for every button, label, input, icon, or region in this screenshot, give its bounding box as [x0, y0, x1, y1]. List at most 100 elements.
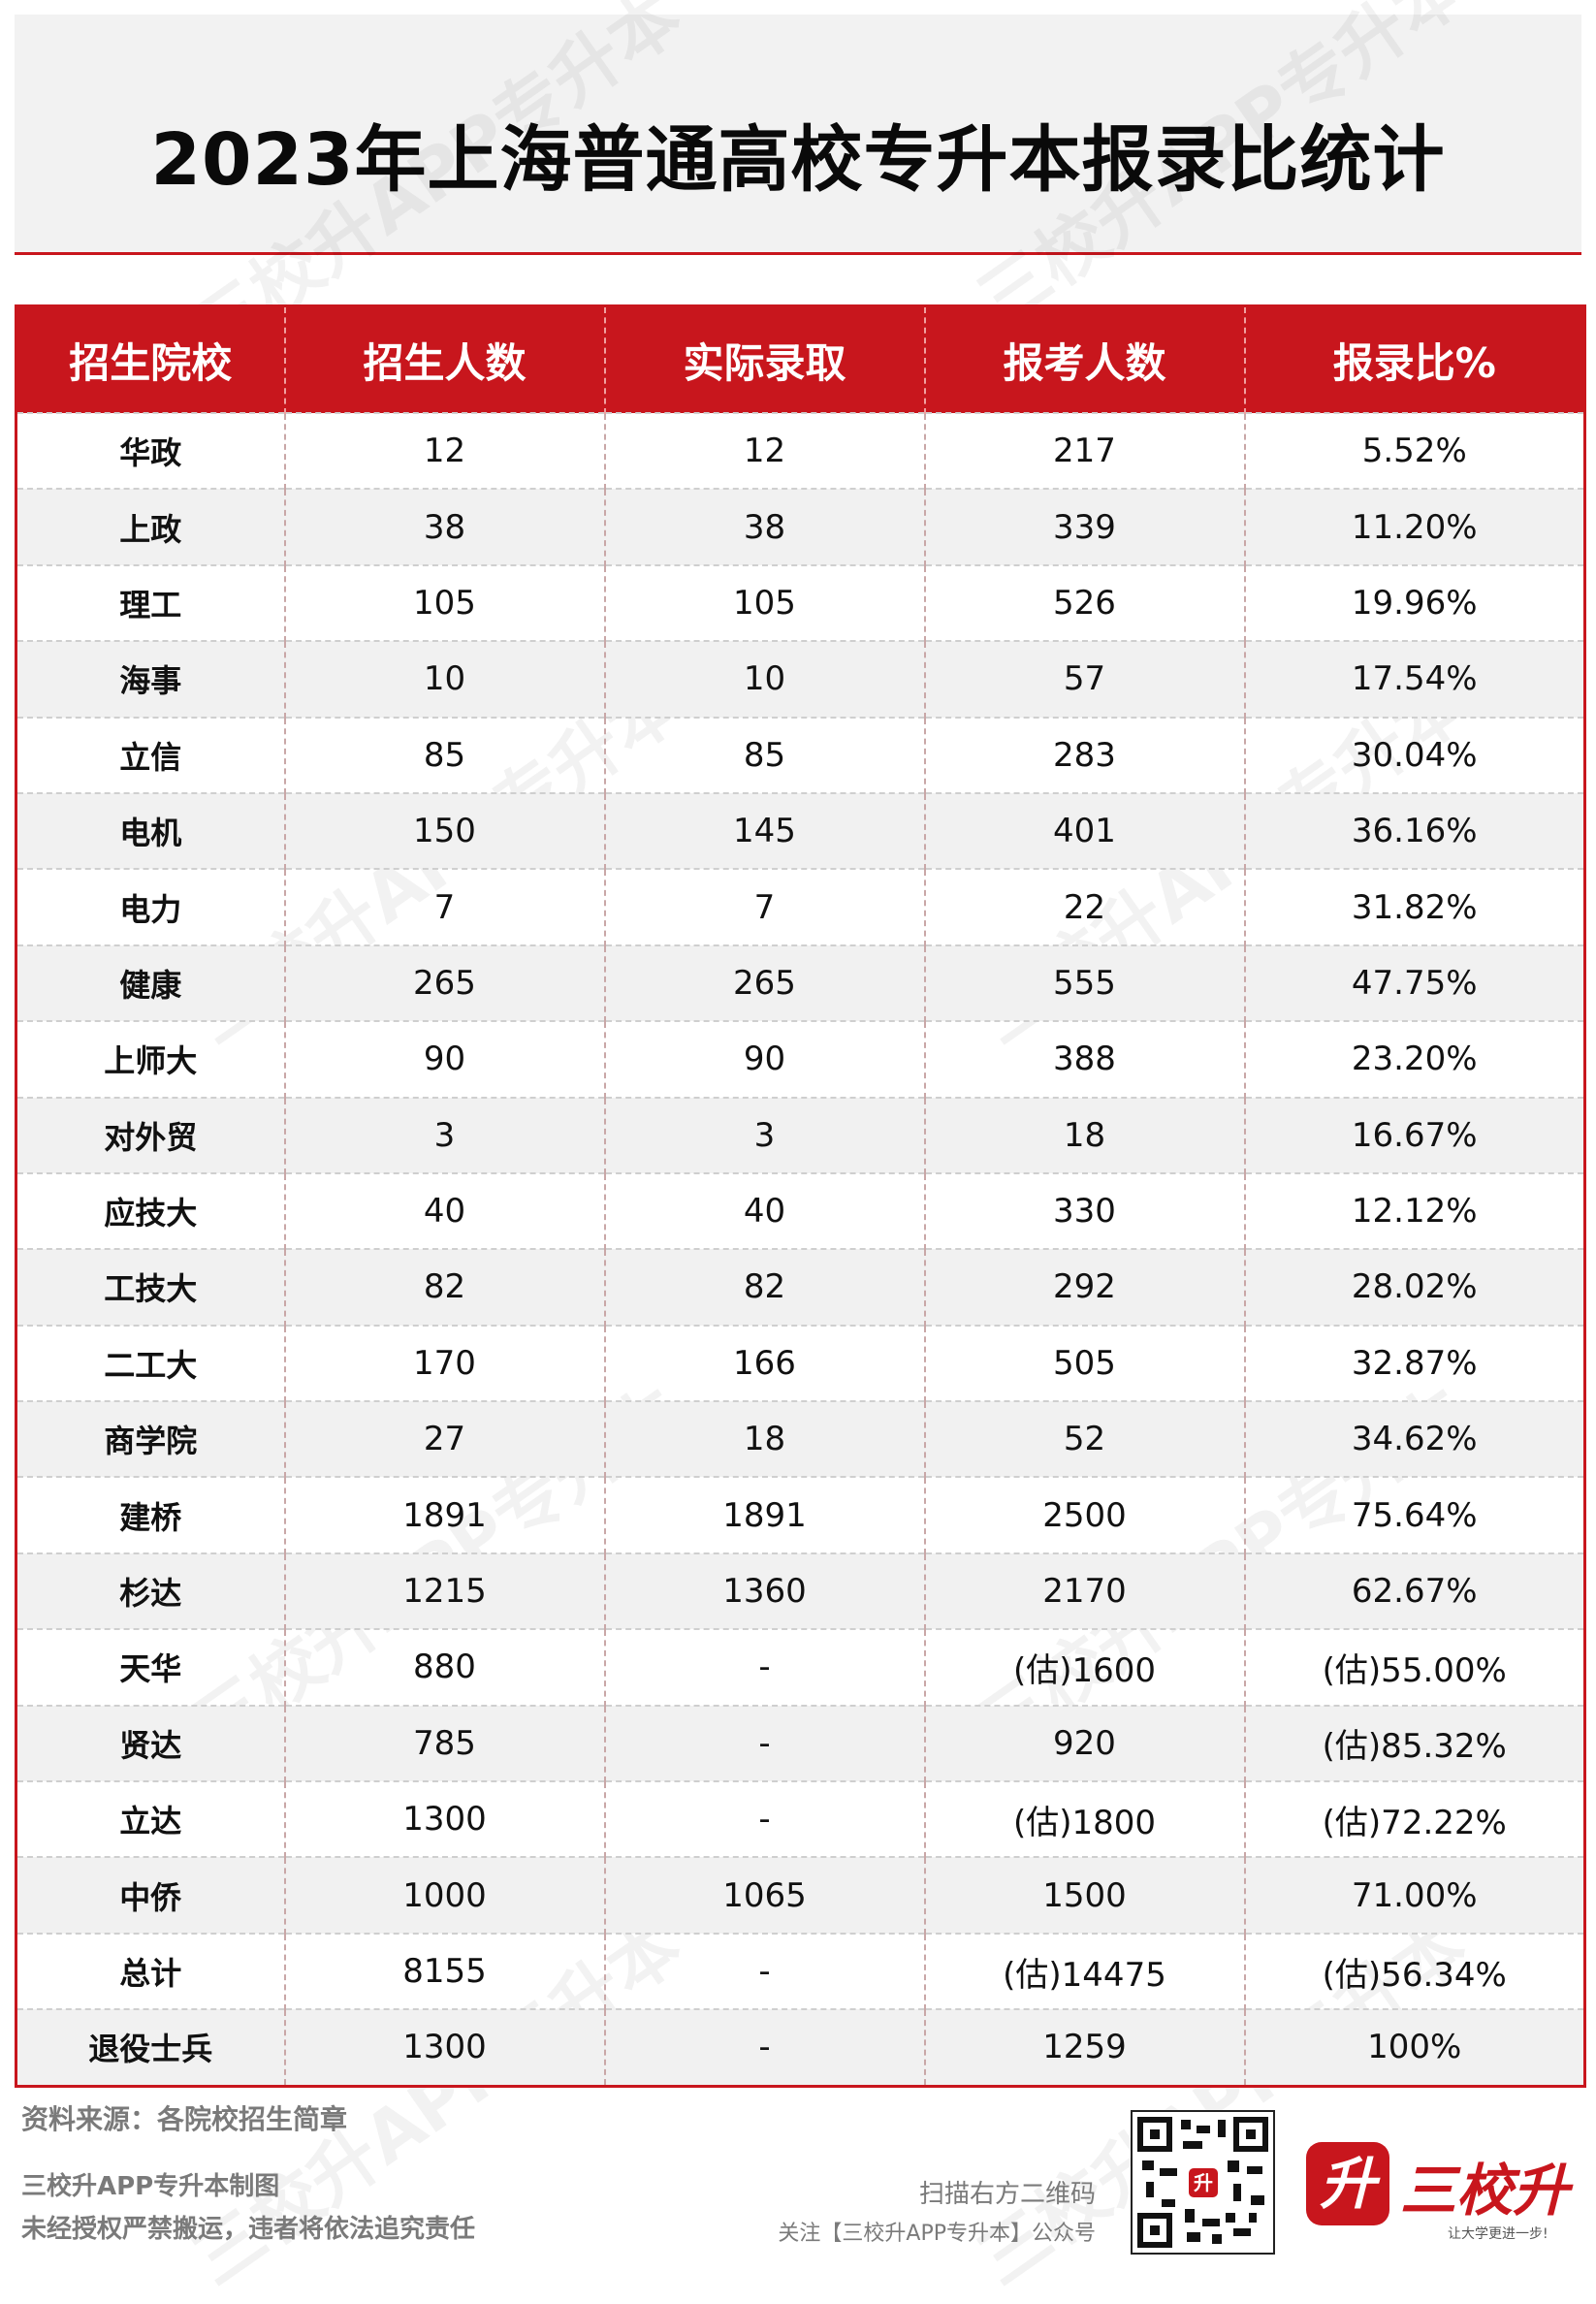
admitted-cell: 38 — [603, 488, 925, 565]
table-row: 杉达 1215 1360 2170 62.67% — [16, 1552, 1585, 1630]
admitted-cell: 90 — [603, 1020, 925, 1098]
column-header-school: 招生院校 — [16, 305, 285, 413]
ratio-cell: 36.16% — [1243, 791, 1585, 870]
table-row: 贤达 785-920 (估)85.32% — [16, 1704, 1585, 1782]
applicants-cell: 18 — [923, 1096, 1245, 1173]
school-name-cell: 工技大 — [16, 1248, 285, 1326]
table-row: 理工 105 105 526 19.96% — [16, 563, 1585, 642]
quota-cell: 10 — [283, 640, 605, 718]
table-row: 工技大 82 82 292 28.02% — [16, 1248, 1585, 1326]
ratio-cell: 16.67% — [1243, 1096, 1585, 1173]
applicants-cell: 339 — [923, 488, 1245, 565]
ratio-cell: 100% — [1243, 2008, 1585, 2087]
brand-slogan: 让大学更进一步! — [1448, 2226, 1548, 2242]
admitted-cell: 40 — [603, 1171, 925, 1250]
page-title: 2023年上海普通高校专升本报录比统计 — [150, 118, 1446, 202]
applicants-cell: 330 — [923, 1171, 1245, 1250]
applicants-cell: 2170 — [923, 1552, 1245, 1630]
follow-hint: 关注【三校升APP专升本】公众号 — [778, 2222, 1096, 2246]
table-row: 电机 150 145 401 36.16% — [16, 791, 1585, 870]
quota-cell: 265 — [283, 944, 605, 1022]
quota-cell: 3 — [283, 1096, 605, 1173]
applicants-cell: 505 — [923, 1324, 1245, 1402]
table-row: 商学院 27 18 52 34.62% — [16, 1400, 1585, 1478]
applicants-cell: 292 — [923, 1248, 1245, 1326]
admitted-cell: 145 — [603, 791, 925, 870]
copyright-note: 未经授权严禁搬运，违者将依法追究责任 — [21, 2215, 476, 2244]
table-row: 电力 7 7 22 31.82% — [16, 868, 1585, 945]
school-name-cell: 天华 — [16, 1628, 285, 1706]
school-name-cell: 应技大 — [16, 1171, 285, 1250]
school-name-cell: 贤达 — [16, 1704, 285, 1782]
applicants-cell: (估)14475 — [923, 1932, 1245, 2010]
quota-cell: 880 — [283, 1628, 605, 1706]
school-name-cell: 华政 — [16, 411, 285, 490]
ratio-cell: 28.02% — [1243, 1248, 1585, 1326]
column-header-admitted: 实际录取 — [603, 305, 925, 413]
school-name-cell: 退役士兵 — [16, 2008, 285, 2087]
table-row: 华政 12 12 217 5.52% — [16, 411, 1585, 490]
quota-cell: 38 — [283, 488, 605, 565]
school-name-cell: 电力 — [16, 868, 285, 945]
quota-cell: 82 — [283, 1248, 605, 1326]
applicants-cell: 1259 — [923, 2008, 1245, 2087]
applicants-cell: 283 — [923, 716, 1245, 793]
admitted-cell: 105 — [603, 563, 925, 642]
table-row: 上政 38 38 339 11.20% — [16, 488, 1585, 565]
applicants-cell: 401 — [923, 791, 1245, 870]
admitted-cell: 82 — [603, 1248, 925, 1326]
scan-hint: 扫描右方二维码 — [918, 2180, 1096, 2209]
admitted-cell: 265 — [603, 944, 925, 1022]
school-name-cell: 上政 — [16, 488, 285, 565]
quota-cell: 785 — [283, 1704, 605, 1782]
brand-logo-icon: 升 — [1306, 2142, 1389, 2225]
school-name-cell: 杉达 — [16, 1552, 285, 1630]
school-name-cell: 立信 — [16, 716, 285, 793]
ratio-cell: 12.12% — [1243, 1171, 1585, 1250]
brand-logo-text: 三校升 — [1400, 2158, 1570, 2224]
table-row: 退役士兵 1300-1259 100% — [16, 2008, 1585, 2087]
admitted-cell: 1065 — [603, 1856, 925, 1934]
qr-finder — [1233, 2117, 1268, 2152]
qr-finder — [1137, 2117, 1172, 2152]
quota-cell: 1300 — [283, 1780, 605, 1858]
column-header-applicants: 报考人数 — [923, 305, 1245, 413]
school-name-cell: 商学院 — [16, 1400, 285, 1478]
quota-cell: 8155 — [283, 1932, 605, 2010]
table-row: 应技大 40 40 330 12.12% — [16, 1171, 1585, 1250]
admitted-cell: - — [603, 1704, 925, 1782]
ratio-cell: 34.62% — [1243, 1400, 1585, 1478]
quota-cell: 90 — [283, 1020, 605, 1098]
ratio-cell: 47.75% — [1243, 944, 1585, 1022]
quota-cell: 40 — [283, 1171, 605, 1250]
qr-code[interactable]: 升 — [1131, 2110, 1275, 2255]
table-row: 立信 85 85 283 30.04% — [16, 716, 1585, 793]
admitted-cell: 3 — [603, 1096, 925, 1173]
quota-cell: 1215 — [283, 1552, 605, 1630]
admitted-cell: 166 — [603, 1324, 925, 1402]
quota-cell: 27 — [283, 1400, 605, 1478]
table-row: 健康 265 265 555 47.75% — [16, 944, 1585, 1022]
school-name-cell: 理工 — [16, 563, 285, 642]
applicants-cell: 920 — [923, 1704, 1245, 1782]
admitted-cell: 12 — [603, 411, 925, 490]
ratio-cell: 23.20% — [1243, 1020, 1585, 1098]
applicants-cell: 555 — [923, 944, 1245, 1022]
applicants-cell: (估)1800 — [923, 1780, 1245, 1858]
table-body: 华政 12 12 217 5.52% 上政 38 38 339 11.20% 理工 105 105 526… — [16, 411, 1585, 2087]
school-name-cell: 健康 — [16, 944, 285, 1022]
admitted-cell: - — [603, 1628, 925, 1706]
table-row: 总计 8155- (估)14475 (估)56.34% — [16, 1932, 1585, 2010]
quota-cell: 105 — [283, 563, 605, 642]
ratio-cell: (估)55.00% — [1243, 1628, 1585, 1706]
table-row: 对外贸 3 3 18 16.67% — [16, 1096, 1585, 1173]
made-by-note: 三校升APP专升本制图 — [21, 2172, 280, 2201]
quota-cell: 170 — [283, 1324, 605, 1402]
admitted-cell: 1891 — [603, 1476, 925, 1553]
ratio-cell: 62.67% — [1243, 1552, 1585, 1630]
quota-cell: 1891 — [283, 1476, 605, 1553]
school-name-cell: 对外贸 — [16, 1096, 285, 1173]
admitted-cell: 18 — [603, 1400, 925, 1478]
table-row: 海事 10 10 57 17.54% — [16, 640, 1585, 718]
quota-cell: 7 — [283, 868, 605, 945]
